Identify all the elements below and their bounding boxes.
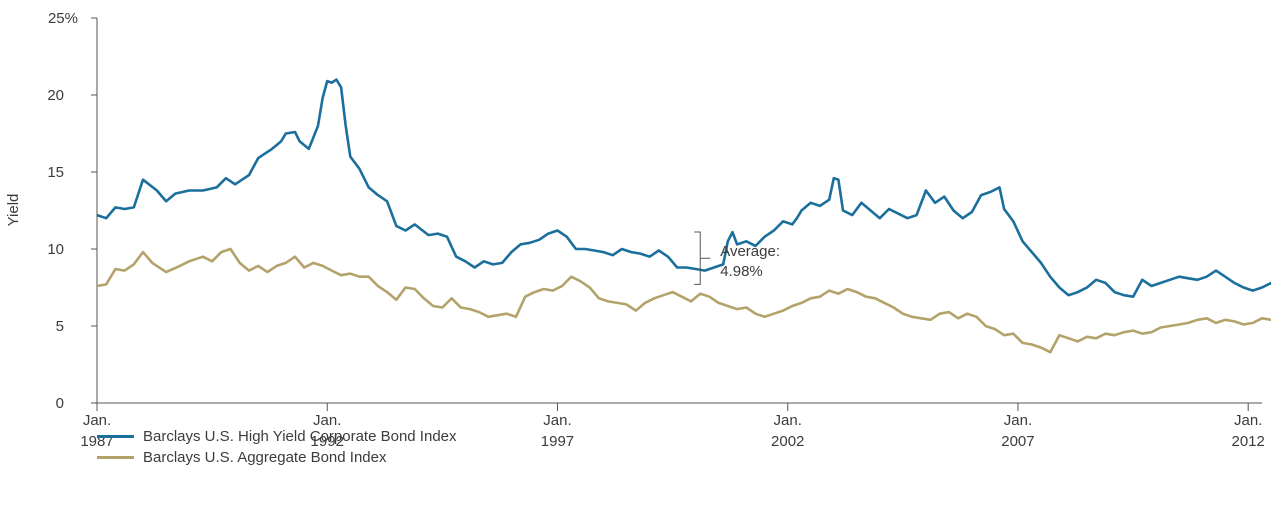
- y-ticks: 0 5 10 15 20 25%: [47, 10, 97, 412]
- x-tick-label: 2007: [1001, 433, 1034, 450]
- x-tick-label: Jan.: [1004, 412, 1032, 429]
- x-tick-label: Jan.: [83, 412, 111, 429]
- y-tick-label: 20: [47, 87, 64, 104]
- x-tick-label: Jan.: [543, 412, 571, 429]
- series-layer: [96, 78, 1271, 354]
- x-tick-label: 1992: [311, 433, 344, 450]
- y-tick-label: 5: [56, 318, 64, 335]
- legend-swatch-aggregate: [97, 456, 134, 459]
- average-value: 4.98%: [720, 263, 763, 280]
- x-tick-label: Jan.: [1234, 412, 1262, 429]
- average-annotation: Average: 4.98%: [694, 231, 780, 285]
- x-tick-label: 2002: [771, 433, 804, 450]
- legend-swatch-high-yield: [97, 435, 134, 438]
- y-tick-label: 25%: [48, 10, 78, 27]
- average-bracket: [694, 231, 711, 285]
- legend-label-high-yield: Barclays U.S. High Yield Corporate Bond …: [143, 428, 457, 445]
- legend-item-high-yield: Barclays U.S. High Yield Corporate Bond …: [97, 426, 457, 447]
- y-axis-title: Yield: [5, 194, 22, 227]
- x-tick-label: Jan.: [313, 412, 341, 429]
- y-tick-label: 15: [47, 164, 64, 181]
- y-tick-label: 0: [56, 395, 64, 412]
- x-tick-label: Jan.: [774, 412, 802, 429]
- legend: Barclays U.S. High Yield Corporate Bond …: [97, 426, 457, 468]
- y-tick-label: 10: [47, 241, 64, 258]
- average-label: Average:: [720, 243, 780, 260]
- legend-item-aggregate: Barclays U.S. Aggregate Bond Index: [97, 447, 457, 468]
- legend-label-aggregate: Barclays U.S. Aggregate Bond Index: [143, 449, 387, 466]
- x-tick-label: 1997: [541, 433, 574, 450]
- series-line-high-yield: [96, 78, 1271, 299]
- x-tick-label: 2012: [1231, 433, 1264, 450]
- x-ticks: Jan.1987Jan.1992Jan.1997Jan.2002Jan.2007…: [80, 403, 1265, 450]
- series-line-aggregate: [96, 247, 1271, 354]
